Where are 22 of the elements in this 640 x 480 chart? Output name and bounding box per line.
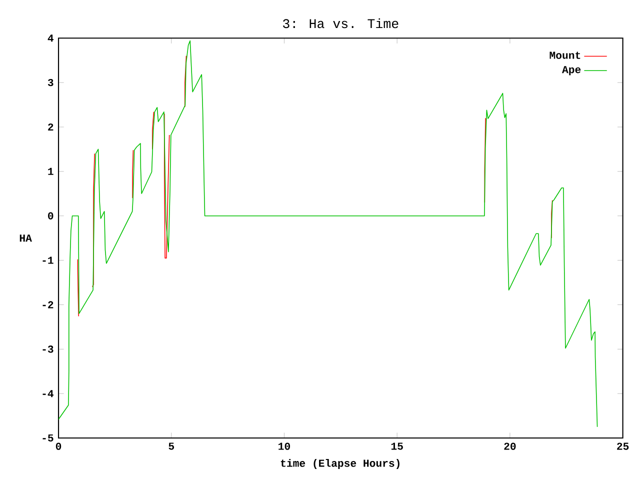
y-tick-label: -4 xyxy=(42,390,54,398)
y-tick-label: 0 xyxy=(48,212,54,220)
legend-label: Ape xyxy=(562,66,581,76)
x-tick-label: 25 xyxy=(617,442,629,450)
line-series xyxy=(58,40,598,428)
legend-label: Mount xyxy=(550,52,580,59)
y-tick-label: 2 xyxy=(48,123,54,131)
chart-title: 3: Ha vs. Time xyxy=(283,18,398,28)
x-tick-label: 15 xyxy=(391,442,403,450)
x-tick-label: 0 xyxy=(56,442,62,450)
y-tick-label: -5 xyxy=(42,434,54,442)
y-tick-label: 3 xyxy=(48,78,54,86)
y-tick-label: -1 xyxy=(42,256,54,264)
y-tick-label: -2 xyxy=(42,301,54,308)
x-axis-title: time (Elapse Hours) xyxy=(280,459,400,469)
y-tick-label: 1 xyxy=(48,168,54,175)
y-tick-label: -3 xyxy=(42,346,54,353)
y-tick-label: 4 xyxy=(48,34,54,42)
x-tick-label: 20 xyxy=(504,442,516,450)
x-tick-label: 5 xyxy=(168,442,174,450)
x-tick-label: 10 xyxy=(278,442,290,450)
y-axis-title: HA xyxy=(20,234,32,242)
